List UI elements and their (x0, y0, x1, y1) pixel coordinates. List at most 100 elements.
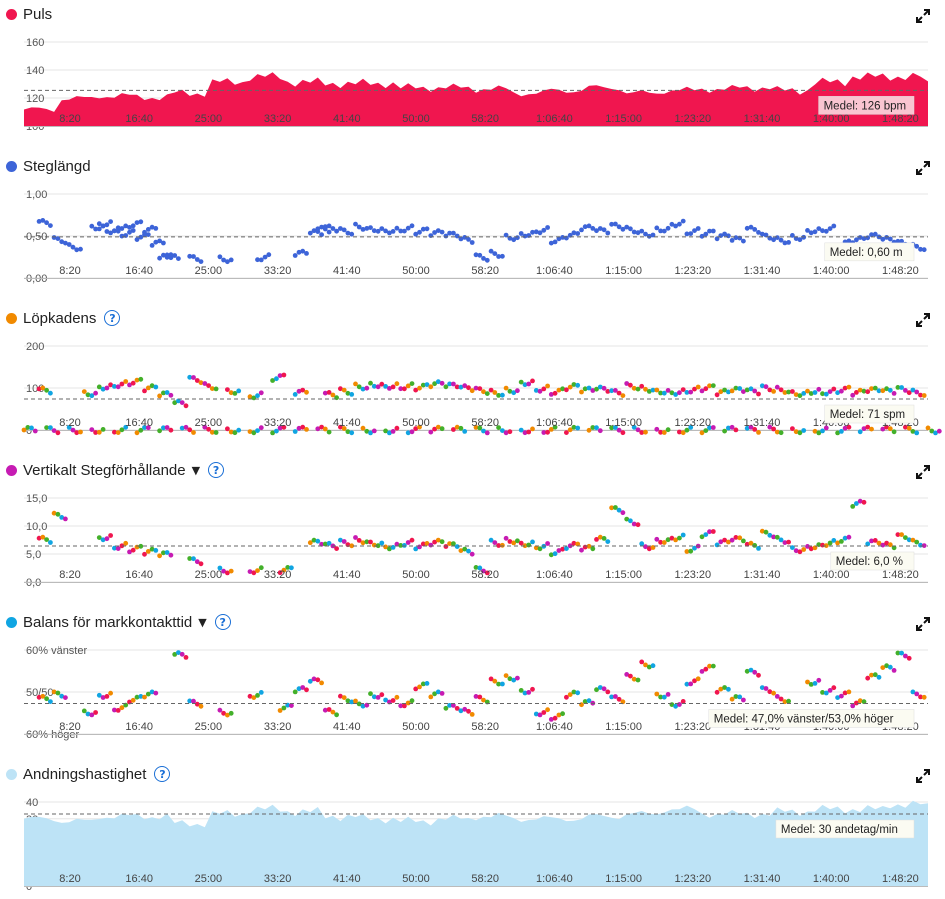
data-point (658, 539, 663, 545)
expand-icon[interactable] (915, 160, 931, 176)
data-point (368, 539, 373, 545)
data-point (639, 541, 645, 547)
data-point (816, 226, 822, 231)
data-point (364, 539, 370, 545)
chart-title-label: Andningshastighet (23, 765, 147, 783)
data-point (571, 540, 577, 546)
data-point (884, 540, 889, 546)
data-point (835, 430, 840, 436)
data-point (774, 534, 780, 540)
data-point (413, 387, 419, 393)
data-point (609, 694, 614, 700)
data-point (405, 430, 411, 436)
expand-icon[interactable] (915, 312, 931, 328)
data-point (375, 543, 381, 549)
data-point (326, 229, 332, 235)
data-point (93, 710, 98, 715)
data-point (100, 427, 106, 432)
data-point (36, 694, 42, 700)
data-point (846, 689, 852, 695)
data-point (759, 685, 765, 690)
data-point (488, 676, 494, 682)
data-point (21, 427, 27, 433)
data-point (597, 226, 603, 231)
data-point (673, 392, 678, 397)
data-point (560, 386, 565, 392)
x-tick-label: 1:15:00 (605, 265, 642, 277)
data-point (462, 383, 468, 389)
data-point (387, 430, 392, 436)
data-point (503, 232, 509, 238)
expand-icon[interactable] (915, 464, 931, 480)
data-point (228, 390, 234, 396)
y-tick-label: 200 (26, 341, 44, 353)
data-point (695, 676, 701, 682)
expand-icon[interactable] (915, 616, 931, 632)
data-point (59, 515, 65, 520)
data-point (854, 501, 859, 506)
data-point (145, 232, 151, 237)
data-point (903, 535, 908, 540)
data-point (417, 544, 422, 550)
data-point (364, 226, 370, 231)
data-point (164, 425, 170, 430)
data-point (477, 565, 483, 571)
data-point (782, 699, 788, 705)
data-point (793, 236, 799, 241)
expand-icon[interactable] (915, 8, 931, 24)
data-point (609, 425, 614, 431)
data-point (831, 538, 837, 543)
expand-icon[interactable] (915, 768, 931, 784)
data-point (677, 535, 682, 541)
data-point (726, 389, 731, 395)
help-icon[interactable]: ? (208, 462, 225, 478)
data-point (884, 386, 889, 392)
data-point (797, 237, 803, 243)
data-point (127, 382, 132, 388)
data-point (477, 252, 483, 258)
data-point (605, 689, 611, 695)
data-point (176, 256, 181, 261)
data-point (801, 428, 807, 433)
data-point (827, 540, 833, 546)
data-point (462, 235, 468, 240)
data-point (805, 679, 810, 685)
data-point (500, 428, 505, 433)
data-point (903, 653, 908, 659)
data-point (311, 228, 317, 234)
x-tick-label: 50:00 (402, 265, 430, 277)
data-point (718, 389, 724, 395)
data-point (66, 242, 72, 247)
dropdown-caret-icon[interactable]: ▼ (198, 615, 207, 629)
x-tick-label: 1:06:40 (536, 113, 573, 125)
data-point (138, 219, 144, 225)
data-point (481, 256, 486, 261)
data-point (228, 710, 234, 716)
data-point (710, 663, 716, 669)
data-point (232, 430, 238, 436)
data-point (518, 427, 524, 433)
data-point (481, 389, 486, 395)
data-point (484, 570, 490, 576)
data-point (680, 218, 686, 224)
data-point (526, 381, 532, 387)
data-point (541, 227, 547, 233)
data-point (198, 703, 204, 709)
data-point (597, 384, 603, 390)
data-point (258, 257, 264, 263)
data-point (620, 226, 626, 232)
dropdown-caret-icon[interactable]: ▼ (191, 463, 201, 477)
help-icon[interactable]: ? (154, 766, 171, 782)
data-point (439, 426, 445, 432)
help-icon[interactable]: ? (104, 310, 121, 326)
data-point (225, 387, 230, 392)
data-point (138, 234, 144, 240)
data-point (812, 545, 818, 551)
data-point (522, 430, 528, 436)
data-point (424, 541, 430, 546)
data-point (100, 223, 106, 229)
data-point (515, 538, 520, 544)
data-point (869, 426, 874, 432)
help-icon[interactable]: ? (214, 614, 231, 630)
x-tick-label: 1:06:40 (536, 721, 573, 733)
